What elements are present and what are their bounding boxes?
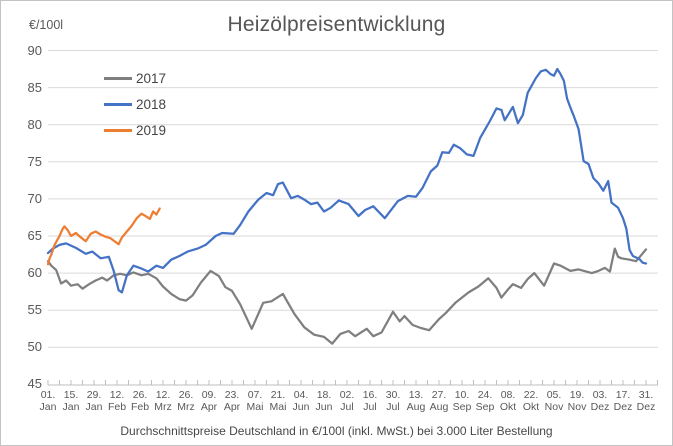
chart-title: Heizölpreisentwicklung — [227, 13, 446, 36]
x-tick-label: 26. Mrz — [177, 389, 195, 413]
x-tick-label: 23. Apr — [223, 389, 241, 413]
x-tick-label: 12. Feb — [107, 389, 127, 413]
x-tick-label: 09. Apr — [200, 389, 218, 413]
legend-line-swatch-2019 — [104, 128, 132, 132]
x-tick-label: 04. Jun — [292, 389, 310, 413]
y-tick-label: 80 — [27, 116, 42, 132]
x-tick-label: 17. Dez — [613, 389, 633, 413]
legend-item-2018: 2018 — [104, 91, 166, 117]
x-tick-label: 01. Jan — [39, 389, 57, 413]
x-tick-label: 26. Feb — [130, 389, 150, 413]
y-tick-label: 65 — [27, 228, 42, 243]
x-tick-label: 15. Jan — [62, 389, 80, 413]
x-tick-label: 08. Okt — [499, 389, 517, 413]
legend-label: 2019 — [136, 122, 167, 138]
series-line-2019 — [46, 207, 161, 266]
chart-caption: Durchschnittspreise Deutschland in €/100… — [120, 424, 553, 438]
y-tick-label: 45 — [27, 376, 42, 392]
y-tick-label: 70 — [27, 190, 42, 206]
y-tick-label: 85 — [27, 79, 42, 95]
x-tick-label: 31. Dez — [636, 389, 656, 413]
x-tick-label: 18. Jun — [315, 389, 333, 413]
legend-item-2019: 2019 — [104, 117, 166, 143]
x-tick-label: 13. Aug — [406, 389, 426, 413]
x-tick-label: 02. Jul — [339, 389, 355, 413]
x-tick-label: 10. Sep — [452, 389, 472, 413]
x-tick-label: 12. Mrz — [154, 389, 172, 413]
legend-line-swatch-2018 — [104, 102, 132, 106]
x-tick-label: 16. Jul — [362, 389, 378, 413]
series-line-2018 — [46, 67, 648, 294]
series-line-2017 — [46, 247, 648, 345]
y-tick-label: 50 — [27, 339, 42, 355]
legend-item-2017: 2017 — [104, 65, 166, 91]
legend: 2017 2018 2019 — [104, 65, 166, 143]
x-tick-label: 24. Sep — [475, 389, 495, 413]
legend-label: 2018 — [136, 96, 167, 112]
y-tick-label: 55 — [27, 302, 42, 318]
legend-label: 2017 — [136, 70, 167, 86]
y-axis-unit-label: €/100l — [29, 18, 64, 32]
legend-line-swatch-2017 — [104, 76, 132, 80]
x-tick-label: 27. Aug — [429, 389, 449, 413]
x-tick-label: 05. Nov — [544, 389, 564, 413]
y-tick-label: 75 — [27, 153, 42, 169]
x-tick-label: 30. Jul — [385, 389, 401, 413]
x-tick-label: 07. Mai — [246, 389, 264, 413]
y-tick-label: 90 — [27, 42, 42, 58]
x-tick-label: 03. Dez — [590, 389, 610, 413]
y-tick-label: 60 — [27, 265, 42, 281]
x-tick-label: 22. Okt — [522, 389, 540, 413]
x-tick-label: 21. Mai — [269, 389, 287, 413]
x-tick-label: 29. Jan — [85, 389, 103, 413]
x-tick-label: 19. Nov — [567, 389, 587, 413]
